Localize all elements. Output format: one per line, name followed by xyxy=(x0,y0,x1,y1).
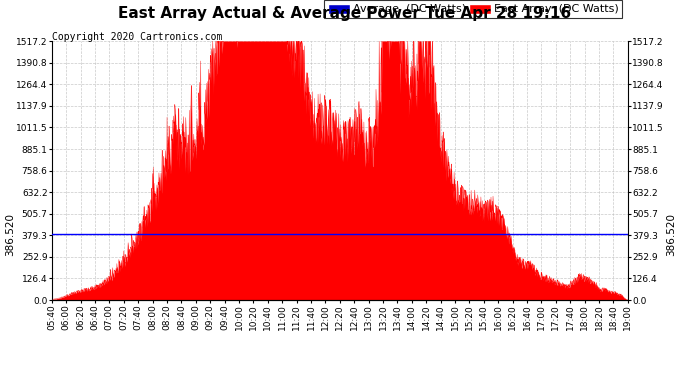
Text: 386.520: 386.520 xyxy=(666,213,676,256)
Text: East Array Actual & Average Power Tue Apr 28 19:16: East Array Actual & Average Power Tue Ap… xyxy=(119,6,571,21)
Text: Copyright 2020 Cartronics.com: Copyright 2020 Cartronics.com xyxy=(52,32,222,42)
Legend: Average  (DC Watts), East Array  (DC Watts): Average (DC Watts), East Array (DC Watts… xyxy=(324,0,622,18)
Text: 386.520: 386.520 xyxy=(6,213,15,256)
